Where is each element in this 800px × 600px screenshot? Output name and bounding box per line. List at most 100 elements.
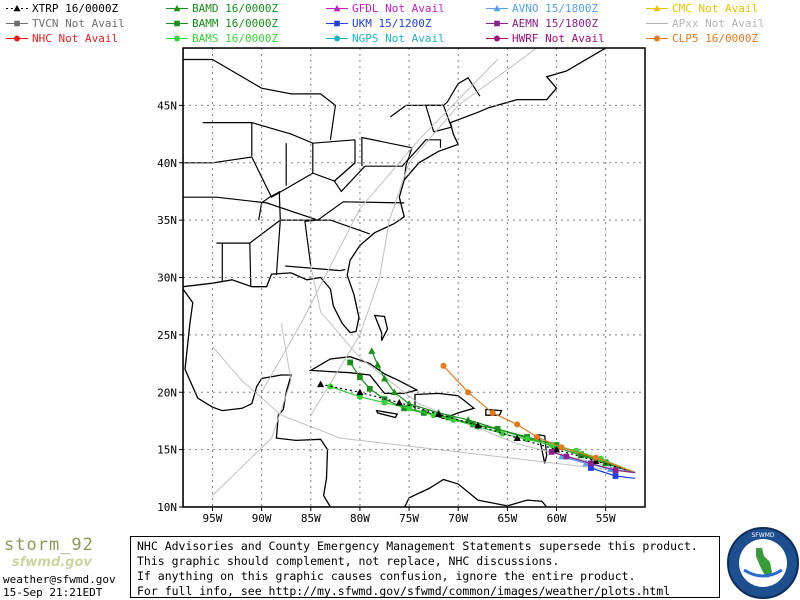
legend-symbol-icon (646, 35, 668, 42)
lon-tick-label: 85W (301, 512, 321, 525)
track-point (489, 409, 496, 416)
track-point (347, 359, 353, 366)
island (308, 356, 419, 395)
legend-label: BAMD 16/0000Z (192, 2, 279, 15)
legend-item-xtrp: XTRP 16/0000Z (4, 2, 159, 15)
track-point (401, 405, 408, 412)
climatology-track (261, 59, 498, 393)
legend-label: APxx Not Avail (672, 17, 765, 30)
legend-item-bamm: BAMM 16/0000Z (164, 17, 319, 30)
track-point (440, 362, 447, 369)
legend-symbol-icon (166, 5, 188, 12)
track-point (612, 473, 619, 479)
track-point (356, 388, 364, 396)
state-border (249, 243, 252, 287)
lon-tick-label: 80W (350, 512, 370, 525)
track-point (582, 459, 590, 467)
lon-tick-label: 60W (547, 512, 567, 525)
track-point (356, 393, 363, 400)
legend-symbol-icon (646, 23, 668, 24)
state-border (202, 122, 356, 144)
track-point (395, 398, 403, 406)
legend-label: BAMS 16/0000Z (192, 32, 279, 45)
legend-symbol-icon (486, 35, 508, 42)
legend-symbol-icon (486, 5, 508, 12)
track-point (494, 426, 501, 432)
legend-item-clp5: CLP5 16/0000Z (644, 32, 799, 45)
track-line (443, 365, 636, 474)
legend-item-bams: BAMS 16/0000Z (164, 32, 319, 45)
track-point (548, 449, 555, 455)
track-point (317, 380, 325, 388)
legend-label: NHC Not Avail (32, 32, 119, 45)
coastline (183, 48, 607, 334)
track-clp5 (440, 362, 636, 474)
legend-label: BAMM 16/0000Z (192, 17, 279, 30)
lon-tick-label: 95W (203, 512, 223, 525)
legend-symbol-icon (6, 5, 28, 12)
legend-item-ukm: UKM 15/1200Z (324, 17, 479, 30)
state-border (424, 76, 481, 132)
legend-symbol-icon (166, 35, 188, 42)
climatology-track (310, 265, 636, 474)
lat-tick-label: 20N (157, 386, 177, 399)
track-line (371, 350, 636, 474)
track-point (450, 416, 457, 423)
track-point (588, 465, 594, 471)
state-border (258, 190, 281, 221)
track-point (381, 399, 388, 406)
climatology-track (212, 323, 292, 496)
track-point (533, 433, 540, 441)
track-point (602, 459, 609, 466)
disclaimer-line: For full info, see http://my.sfwmd.gov/s… (137, 584, 671, 598)
legend-label: UKM 15/1200Z (352, 17, 432, 30)
state-border (183, 196, 405, 221)
state-border (183, 58, 337, 140)
legend-symbol-icon (6, 20, 28, 27)
storm-name: storm_92 (4, 535, 94, 555)
disclaimer-line: This graphic should complement, not repl… (137, 554, 560, 568)
track-point (514, 421, 521, 428)
track-point (374, 361, 382, 368)
track-point (588, 460, 594, 467)
disclaimer-line: NHC Advisories and County Emergency Mana… (137, 539, 698, 553)
legend-item-avno: AVNO 15/1800Z (484, 2, 639, 15)
track-bams (327, 383, 636, 474)
legend-symbol-icon (166, 20, 188, 27)
track-point (612, 467, 619, 474)
lat-tick-label: 25N (157, 329, 177, 342)
track-point (578, 451, 584, 458)
track-point (445, 414, 452, 421)
track-xtrp (317, 380, 636, 474)
track-point (464, 416, 472, 423)
lon-tick-label: 70W (448, 512, 468, 525)
track-point (380, 374, 389, 382)
legend-label: AVNO 15/1800Z (512, 2, 599, 15)
disclaimer-line: If anything on this graphic causes confu… (137, 569, 636, 583)
legend-label: HWRF Not Avail (512, 32, 605, 45)
lat-tick-label: 30N (157, 272, 177, 285)
legend-symbol-icon (326, 35, 348, 42)
coastline (183, 48, 332, 507)
track-point (557, 452, 566, 460)
legend-label: XTRP 16/0000Z (32, 2, 119, 15)
track-point (499, 430, 506, 437)
track-point (465, 389, 472, 396)
track-point (592, 457, 600, 464)
disclaimer-box: NHC Advisories and County Emergency Mana… (130, 536, 720, 598)
track-point (357, 374, 363, 381)
legend-item-gfdl: GFDL Not Avail (324, 2, 479, 15)
legend-item-apxx: APxx Not Avail (644, 17, 799, 30)
svg-text:SFWMD: SFWMD (752, 532, 775, 539)
track-point (592, 454, 599, 461)
track-point (368, 347, 376, 354)
coastline (369, 478, 645, 507)
legend-symbol-icon (646, 5, 668, 12)
legend-item-aemn: AEMN 15/1800Z (484, 17, 639, 30)
lat-tick-label: 15N (157, 444, 177, 457)
track-point (390, 388, 398, 396)
legend-symbol-icon (326, 5, 348, 12)
lon-tick-label: 75W (399, 512, 419, 525)
state-border (304, 219, 318, 267)
island (373, 314, 389, 341)
